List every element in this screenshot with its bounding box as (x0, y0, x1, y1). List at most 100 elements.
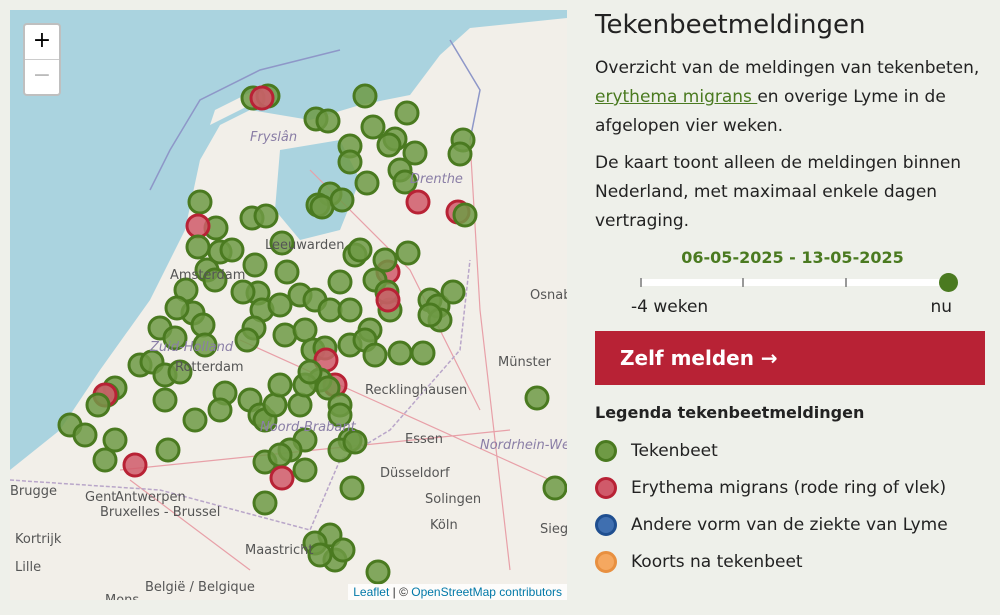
map-place-label: Osnabrück (530, 288, 567, 303)
tekenbeet-marker[interactable] (267, 372, 293, 398)
tekenbeet-marker[interactable] (267, 292, 293, 318)
date-range: 06-05-2025 - 13-05-2025 (681, 248, 904, 267)
tekenbeet-marker[interactable] (242, 252, 268, 278)
map[interactable]: + − Fryslân Drenthe Leeuwarden Amsterdam Zui… (10, 10, 567, 600)
map-place-label: Fryslân (250, 130, 298, 145)
leaflet-link[interactable]: Leaflet (353, 585, 390, 599)
zoom-in-button[interactable]: + (32, 28, 52, 53)
tekenbeet-marker[interactable] (167, 359, 193, 385)
tekenbeet-marker[interactable] (395, 240, 421, 266)
tekenbeet-marker[interactable] (272, 322, 298, 348)
tekenbeet-marker[interactable] (315, 108, 341, 134)
tekenbeet-marker[interactable] (410, 340, 436, 366)
map-place-label: Recklinghausen (365, 383, 468, 398)
tekenbeet-marker[interactable] (362, 342, 388, 368)
tekenbeet-marker[interactable] (187, 189, 213, 215)
erythema-migrans-marker[interactable] (122, 452, 148, 478)
tekenbeet-marker[interactable] (269, 230, 295, 256)
slider-handle[interactable] (939, 273, 958, 292)
erythema-migrans-marker[interactable] (249, 85, 275, 111)
tekenbeet-marker[interactable] (360, 114, 386, 140)
legend-marker-icon (595, 513, 617, 536)
attribution-separator: | © (389, 585, 412, 599)
legend-label: Koorts na tekenbeet (631, 551, 803, 572)
zoom-out-button[interactable]: − (25, 59, 59, 94)
map-place-label: Solingen (425, 492, 482, 507)
tekenbeet-marker[interactable] (315, 375, 341, 401)
legend-item: Andere vorm van de ziekte van Lyme (595, 506, 990, 543)
osm-link[interactable]: OpenStreetMap contributors (411, 585, 562, 599)
tekenbeet-marker[interactable] (252, 490, 278, 516)
tekenbeet-marker[interactable] (102, 427, 128, 453)
tekenbeet-marker[interactable] (440, 279, 466, 305)
tekenbeet-marker[interactable] (524, 385, 550, 411)
tekenbeet-marker[interactable] (297, 359, 323, 385)
tekenbeet-marker[interactable] (372, 247, 398, 273)
tekenbeet-marker[interactable] (85, 392, 111, 418)
tekenbeet-marker[interactable] (234, 327, 260, 353)
tekenbeet-marker[interactable] (402, 140, 428, 166)
intro-after: en overige Lyme in de afgelopen vier wek… (595, 87, 946, 136)
tekenbeet-marker[interactable] (337, 297, 363, 323)
tekenbeet-marker[interactable] (207, 397, 233, 423)
note-text: De kaart toont alleen de meldingen binne… (595, 153, 962, 231)
tekenbeet-marker[interactable] (392, 169, 418, 195)
tekenbeet-marker[interactable] (417, 302, 443, 328)
tekenbeet-marker[interactable] (307, 542, 333, 568)
tekenbeet-marker[interactable] (92, 447, 118, 473)
tekenbeet-marker[interactable] (253, 203, 279, 229)
map-place-label: Noord-Brabant (260, 420, 356, 435)
tekenbeet-marker[interactable] (72, 422, 98, 448)
tekenbeet-marker[interactable] (330, 537, 356, 563)
tekenbeet-marker[interactable] (219, 237, 245, 263)
tekenbeet-marker[interactable] (162, 325, 188, 351)
erythema-migrans-marker[interactable] (375, 287, 401, 313)
tekenbeet-marker[interactable] (347, 237, 373, 263)
tekenbeet-marker[interactable] (327, 402, 353, 428)
time-slider[interactable] (640, 267, 958, 297)
tekenbeet-marker[interactable] (292, 457, 318, 483)
tekenbeet-marker[interactable] (267, 442, 293, 468)
tekenbeet-marker[interactable] (542, 475, 567, 501)
tekenbeet-marker[interactable] (152, 387, 178, 413)
tekenbeet-marker[interactable] (376, 132, 402, 158)
tekenbeet-marker[interactable] (287, 392, 313, 418)
erythema-migrans-marker[interactable] (185, 213, 211, 239)
map-place-label: Mons (105, 593, 139, 600)
tekenbeet-marker[interactable] (192, 332, 218, 358)
map-place-label: Lille (15, 560, 42, 575)
tekenbeet-marker[interactable] (327, 269, 353, 295)
tekenbeet-marker[interactable] (164, 295, 190, 321)
tekenbeet-marker[interactable] (337, 149, 363, 175)
tekenbeet-marker[interactable] (202, 267, 228, 293)
legend-marker-icon (595, 439, 617, 462)
map-place-label: Köln (430, 518, 458, 533)
erythema-migrans-marker[interactable] (269, 465, 295, 491)
tekenbeet-marker[interactable] (230, 279, 256, 305)
erythema-migrans-marker[interactable] (405, 189, 431, 215)
tekenbeet-marker[interactable] (352, 83, 378, 109)
tekenbeet-marker[interactable] (155, 437, 181, 463)
tekenbeet-marker[interactable] (452, 202, 478, 228)
tekenbeet-marker[interactable] (185, 234, 211, 260)
tekenbeet-marker[interactable] (339, 475, 365, 501)
tekenbeet-marker[interactable] (182, 407, 208, 433)
tekenbeet-marker[interactable] (365, 559, 391, 585)
map-place-label: Brugge (10, 484, 58, 499)
tekenbeet-marker[interactable] (342, 429, 368, 455)
map-place-label: Leeuwarden (265, 238, 345, 253)
tekenbeet-marker[interactable] (262, 392, 288, 418)
tekenbeet-marker[interactable] (394, 100, 420, 126)
erythema-migrans-link[interactable]: erythema migrans (595, 87, 758, 107)
info-panel: Tekenbeetmeldingen Overzicht van de meld… (595, 10, 990, 580)
tekenbeet-marker[interactable] (354, 170, 380, 196)
tekenbeet-marker[interactable] (329, 187, 355, 213)
tekenbeet-marker[interactable] (387, 340, 413, 366)
legend-label: Andere vorm van de ziekte van Lyme (631, 514, 948, 535)
slider-min-label: -4 weken (631, 297, 709, 317)
report-button[interactable]: Zelf melden → (595, 331, 985, 385)
tekenbeet-marker[interactable] (447, 141, 473, 167)
slider-track[interactable] (640, 279, 950, 286)
map-place-label: Nordrhein-Westfalen (480, 438, 567, 453)
tekenbeet-marker[interactable] (274, 259, 300, 285)
